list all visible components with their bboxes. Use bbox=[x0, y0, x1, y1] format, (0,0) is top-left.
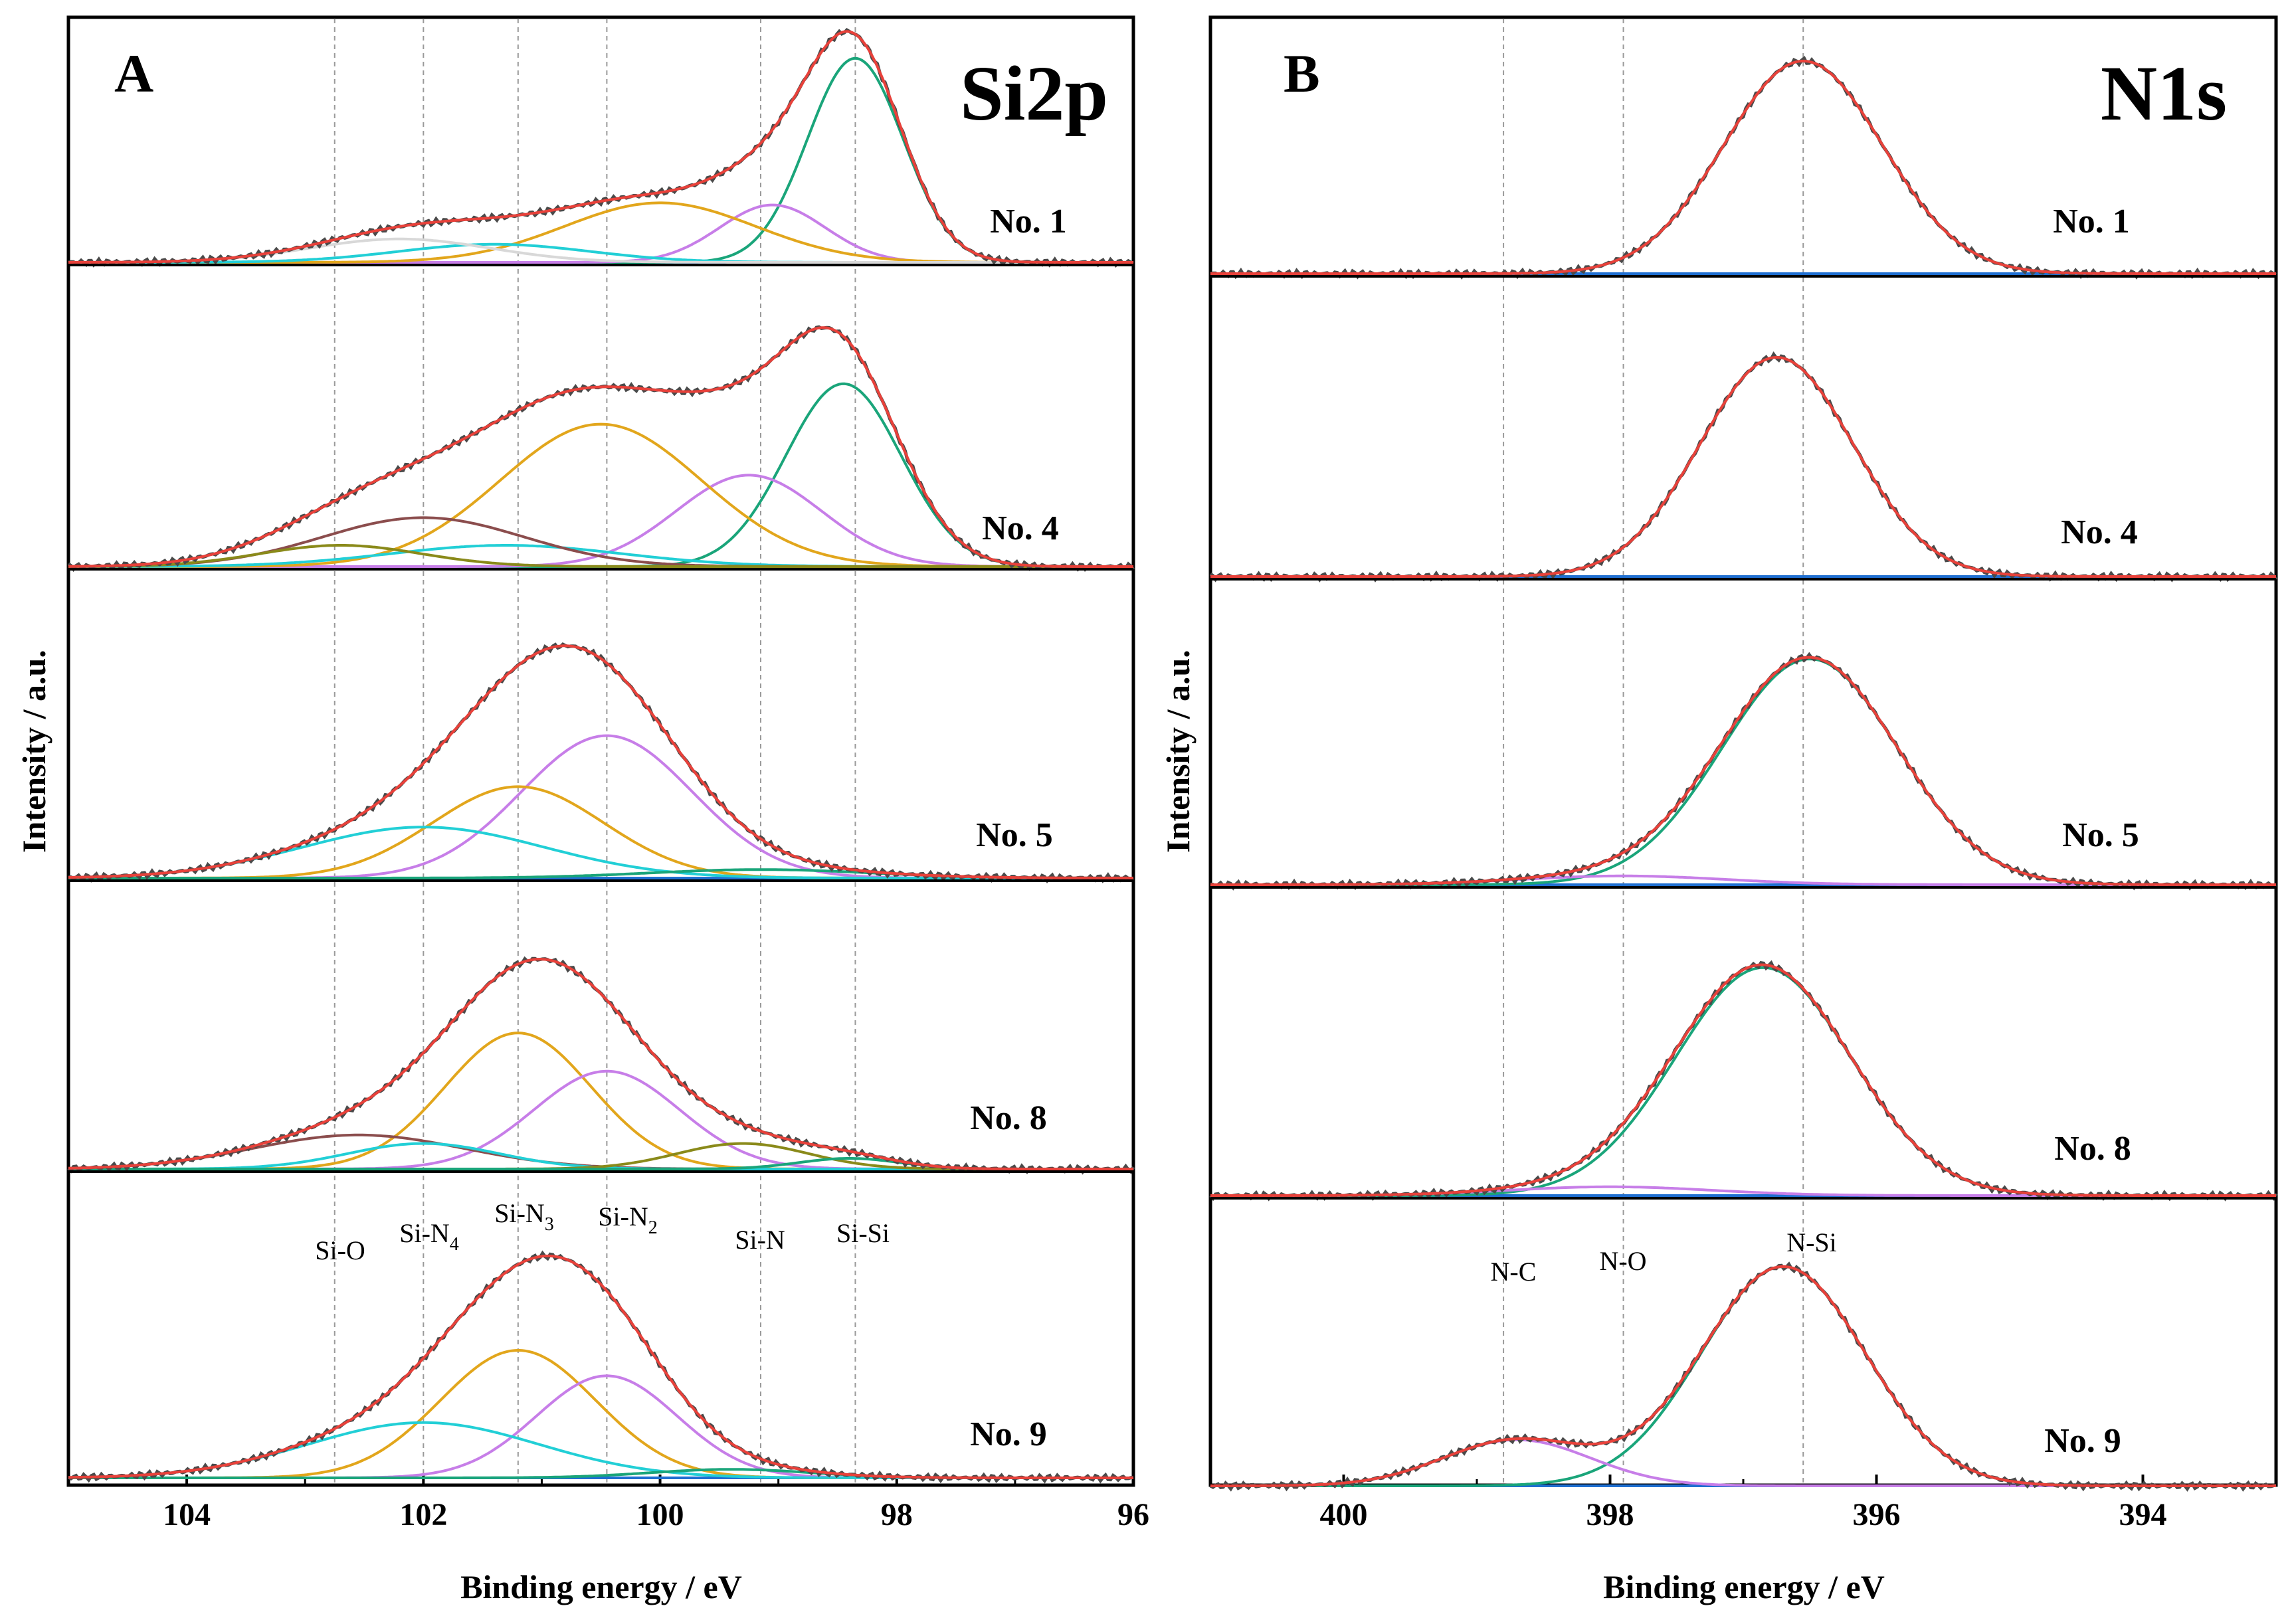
ref-label-si-n: Si-N bbox=[735, 1225, 785, 1255]
fit-envelope bbox=[1210, 1265, 2276, 1487]
fit-envelope bbox=[68, 1254, 1133, 1479]
ref-label-si-n2-sub: 2 bbox=[648, 1217, 658, 1238]
ref-label-si-n4: Si-N4 bbox=[399, 1218, 459, 1255]
ref-label-si-n3-text: Si-N bbox=[494, 1198, 545, 1228]
sample-label-b-5: No. 5 bbox=[2062, 816, 2139, 854]
x-tick-label-a-3: 98 bbox=[881, 1497, 913, 1532]
sample-label-a-8: No. 8 bbox=[970, 1099, 1047, 1137]
ref-label-n-c: N-C bbox=[1491, 1257, 1537, 1287]
fit-envelope bbox=[68, 957, 1133, 1170]
component-si-n4 bbox=[68, 826, 1133, 879]
spectrum-b-3 bbox=[1210, 652, 2277, 891]
spectrum-a-2 bbox=[67, 325, 1135, 573]
x-tick-label-a-2: 100 bbox=[636, 1497, 684, 1532]
panel-a-frame bbox=[66, 15, 1135, 1487]
ref-label-n-o: N-O bbox=[1599, 1246, 1646, 1276]
sample-label-a-9: No. 9 bbox=[970, 1415, 1047, 1453]
spectrum-a-4 bbox=[67, 956, 1135, 1175]
sample-label-b-1: No. 1 bbox=[2053, 203, 2130, 240]
x-tick-label-b-3: 394 bbox=[2119, 1497, 2167, 1532]
ref-label-si-n3: Si-N3 bbox=[494, 1198, 554, 1235]
spectrum-a-1 bbox=[68, 28, 1134, 268]
fit-envelope bbox=[1210, 59, 2276, 275]
panel-b-x-axis-label: Binding energy / eV bbox=[1603, 1568, 1885, 1605]
spectrum-b-4 bbox=[1209, 960, 2278, 1202]
ref-label-si-n3-sub: 3 bbox=[545, 1214, 554, 1235]
panel-a-y-axis-label: Intensity / a.u. bbox=[15, 650, 52, 853]
panel-b-y-axis-label: Intensity / a.u. bbox=[1159, 650, 1196, 853]
x-tick-label-a-0: 104 bbox=[163, 1497, 211, 1532]
component-si-n2 bbox=[68, 422, 1133, 568]
panel-a-plot: 104 102 100 98 96 bbox=[67, 19, 1149, 1532]
panel-b-plot: 400 398 396 394 bbox=[1209, 19, 2278, 1532]
sample-label-a-4: No. 4 bbox=[982, 509, 1059, 547]
x-tick-label-b-1: 398 bbox=[1586, 1497, 1634, 1532]
spectrum-a-5 bbox=[67, 1250, 1134, 1484]
fit-envelope bbox=[68, 30, 1133, 264]
panel-b-title: N1s bbox=[2101, 50, 2227, 137]
ref-label-si-n4-text: Si-N bbox=[399, 1218, 450, 1248]
panel-a-x-axis-label: Binding energy / eV bbox=[460, 1568, 742, 1605]
sample-label-b-9: No. 9 bbox=[2044, 1422, 2121, 1460]
x-tick-label-b-0: 400 bbox=[1320, 1497, 1368, 1532]
fit-envelope bbox=[68, 326, 1133, 568]
ref-label-si-o: Si-O bbox=[315, 1235, 365, 1265]
raw-spectrum bbox=[67, 956, 1135, 1175]
x-tick-label-b-2: 396 bbox=[1853, 1497, 1901, 1532]
fit-envelope bbox=[1210, 963, 2276, 1197]
ref-label-si-n4-sub: 4 bbox=[450, 1234, 459, 1255]
spectrum-a-3 bbox=[68, 642, 1134, 884]
ref-label-si-si: Si-Si bbox=[836, 1218, 890, 1248]
sample-label-b-4: No. 4 bbox=[2061, 513, 2138, 551]
fit-envelope bbox=[1210, 656, 2276, 886]
spectrum-b-5 bbox=[1209, 1261, 2277, 1492]
x-tick-label-a-1: 102 bbox=[399, 1497, 447, 1532]
fit-envelope bbox=[68, 644, 1133, 879]
sample-label-b-8: No. 8 bbox=[2054, 1130, 2131, 1168]
component-si-n3 bbox=[68, 1349, 1133, 1479]
ref-label-si-n2: Si-N2 bbox=[598, 1202, 658, 1238]
raw-spectrum bbox=[68, 642, 1134, 884]
sample-label-a-5: No. 5 bbox=[976, 816, 1053, 854]
panel-b-label: B bbox=[1284, 43, 1320, 104]
sample-label-a-1: No. 1 bbox=[990, 203, 1067, 240]
ref-label-n-si: N-Si bbox=[1786, 1227, 1837, 1257]
panel-a-title: Si2p bbox=[960, 50, 1108, 137]
raw-spectrum bbox=[67, 325, 1135, 573]
component-si-n2 bbox=[68, 734, 1133, 879]
ref-label-si-n2-text: Si-N bbox=[598, 1202, 648, 1231]
component-si-si bbox=[68, 382, 1133, 568]
x-tick-label-a-4: 96 bbox=[1117, 1497, 1149, 1532]
fit-envelope bbox=[1210, 355, 2276, 578]
panel-a-label: A bbox=[114, 43, 153, 104]
component-si-o bbox=[68, 544, 1133, 568]
